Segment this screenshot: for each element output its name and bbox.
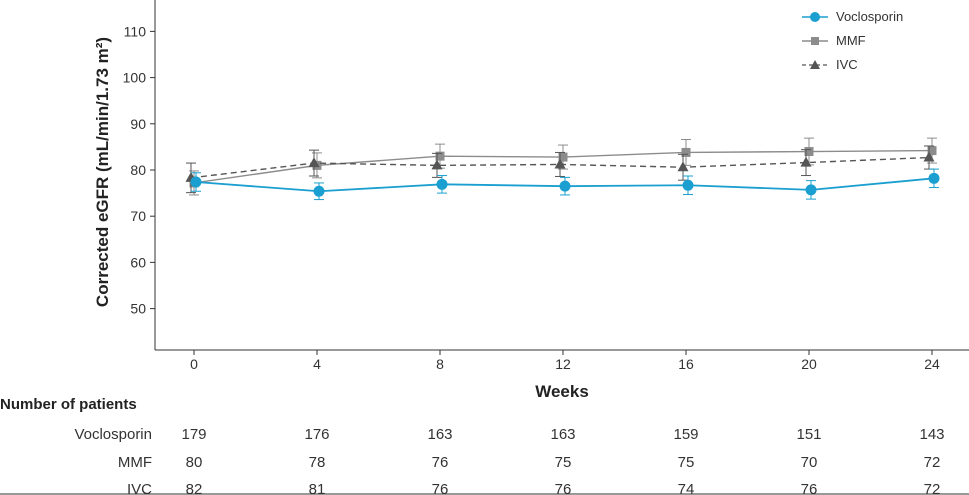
patients-count: 179 xyxy=(181,426,206,443)
data-point-ivc xyxy=(431,159,443,170)
y-tick-label: 70 xyxy=(130,208,146,224)
patients-count: 81 xyxy=(309,481,326,495)
data-point-voclosporin xyxy=(190,176,202,188)
y-tick-label: 50 xyxy=(130,301,146,317)
x-tick-label: 24 xyxy=(924,356,940,372)
patients-count: 75 xyxy=(555,454,572,471)
patients-count: 76 xyxy=(432,481,449,495)
legend-item-voclosporin: Voclosporin xyxy=(802,9,903,24)
legend: Voclosporin MMF IVC xyxy=(802,9,903,72)
patients-count: 176 xyxy=(304,426,329,443)
y-tick-label: 100 xyxy=(123,70,147,86)
patients-row-ivc: IVC 82 81 76 76 74 76 72 xyxy=(127,481,940,495)
data-point-mmf xyxy=(927,146,937,156)
data-point-ivc xyxy=(800,156,812,167)
patients-table-rows: Voclosporin 179 176 163 163 159 151 143 MMF 80 78 7… xyxy=(74,426,944,495)
patients-count: 82 xyxy=(186,481,203,495)
patients-count: 159 xyxy=(673,426,698,443)
x-ticks: 0 4 8 12 16 20 24 xyxy=(190,350,940,372)
patients-count: 143 xyxy=(919,426,944,443)
data-point-ivc xyxy=(308,157,320,168)
x-tick-label: 8 xyxy=(436,356,444,372)
patients-count: 72 xyxy=(924,454,941,471)
legend-marker-ivc xyxy=(810,60,820,69)
y-axis-title: Corrected eGFR (mL/min/1.73 m²) xyxy=(93,37,112,307)
patients-row-label: IVC xyxy=(127,481,152,495)
patients-count: 151 xyxy=(796,426,821,443)
patients-table-title: Number of patients xyxy=(0,396,137,413)
patients-count: 76 xyxy=(555,481,572,495)
x-tick-label: 12 xyxy=(555,356,571,372)
patients-count: 72 xyxy=(924,481,941,495)
legend-marker-mmf xyxy=(811,37,819,45)
legend-label-mmf: MMF xyxy=(836,33,866,48)
data-point-voclosporin xyxy=(313,185,325,197)
patients-count: 70 xyxy=(801,454,818,471)
legend-item-mmf: MMF xyxy=(802,33,866,48)
y-tick-label: 110 xyxy=(124,23,147,39)
y-ticks: 50 60 70 80 90 100 110 xyxy=(123,23,155,317)
series-layer xyxy=(185,137,940,201)
legend-marker-voclosporin xyxy=(810,12,820,22)
y-tick-label: 80 xyxy=(130,162,146,178)
patients-row-mmf: MMF 80 78 76 75 75 70 72 xyxy=(118,454,941,471)
data-point-voclosporin xyxy=(559,180,571,192)
y-tick-label: 60 xyxy=(130,254,146,270)
patients-row-voclosporin: Voclosporin 179 176 163 163 159 151 143 xyxy=(74,426,944,443)
legend-item-ivc: IVC xyxy=(802,57,858,72)
patients-count: 76 xyxy=(801,481,818,495)
data-point-mmf xyxy=(681,147,691,157)
patients-row-label: MMF xyxy=(118,454,152,471)
axes xyxy=(154,0,969,351)
x-axis-title: Weeks xyxy=(535,382,589,401)
patients-count: 74 xyxy=(678,481,695,495)
data-point-mmf xyxy=(558,152,568,162)
data-point-ivc xyxy=(923,151,935,162)
series-voclosporin xyxy=(190,168,940,201)
patients-count: 76 xyxy=(432,454,449,471)
data-point-voclosporin xyxy=(805,184,817,196)
patients-count: 80 xyxy=(186,454,203,471)
legend-label-voclosporin: Voclosporin xyxy=(836,9,903,24)
data-point-voclosporin xyxy=(928,172,940,184)
patients-count: 75 xyxy=(678,454,695,471)
x-tick-label: 16 xyxy=(678,356,694,372)
y-tick-label: 90 xyxy=(130,116,146,132)
x-tick-label: 0 xyxy=(190,356,198,372)
series-ivc xyxy=(185,145,935,194)
data-point-voclosporin xyxy=(436,178,448,190)
data-point-voclosporin xyxy=(682,179,694,191)
data-point-ivc xyxy=(554,158,566,169)
x-tick-label: 20 xyxy=(801,356,817,372)
data-point-mmf xyxy=(804,147,814,157)
patients-count: 163 xyxy=(550,426,575,443)
legend-label-ivc: IVC xyxy=(836,57,858,72)
x-tick-label: 4 xyxy=(313,356,321,372)
data-point-mmf xyxy=(435,151,445,161)
patients-row-label: Voclosporin xyxy=(74,426,152,443)
patients-count: 163 xyxy=(427,426,452,443)
data-point-ivc xyxy=(677,161,689,172)
patients-table: Number of patients Voclosporin 179 176 163 1… xyxy=(0,396,945,495)
patients-count: 78 xyxy=(309,454,326,471)
